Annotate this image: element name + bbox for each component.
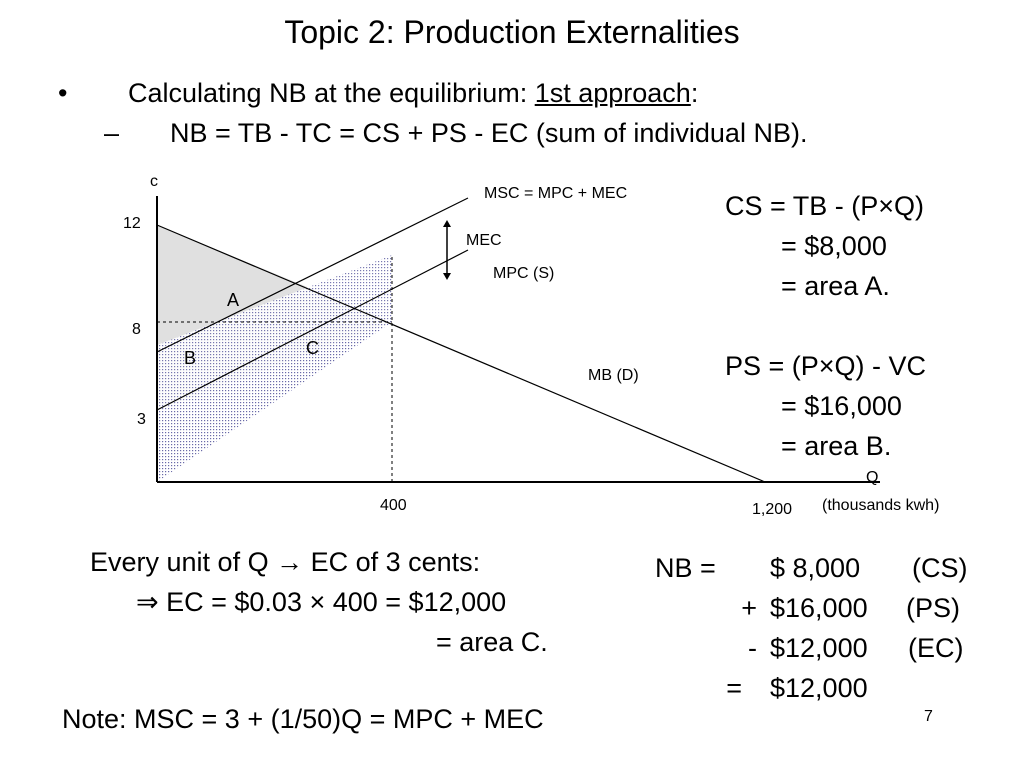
bullet-symbol: • — [58, 78, 68, 108]
mb-label: MB (D) — [588, 367, 639, 384]
mec-arrow-bottom — [443, 273, 451, 280]
x-axis-unit: (thousands kwh) — [822, 497, 939, 514]
area-a-label: A — [227, 290, 239, 310]
msc-label: MSC = MPC + MEC — [484, 185, 627, 202]
nb-row-3-amount: $12,000 — [770, 633, 868, 663]
bullet-2: – NB = TB - TC = CS + PS - EC (sum of ind… — [104, 118, 807, 149]
area-b-label: B — [184, 348, 196, 368]
y-tick-12: 12 — [123, 215, 141, 232]
y-tick-8: 8 — [132, 321, 141, 338]
nb-label: NB = — [655, 553, 716, 583]
nb-row-2-amount: $16,000 — [770, 593, 868, 623]
dash-symbol: – — [104, 118, 120, 148]
bullet-1-text: Calculating NB at the equilibrium: — [128, 78, 535, 108]
cs-line-1: CS = TB - (P×Q) — [725, 191, 925, 221]
msc-line — [156, 197, 469, 353]
bullet-1-underlined: 1st approach — [534, 78, 691, 108]
cs-line-3: = area A. — [781, 271, 890, 301]
ec-line-3: = area C. — [436, 627, 548, 657]
mb-demand-line — [156, 224, 766, 483]
x-tick-1200: 1,200 — [752, 501, 792, 518]
y-tick-3: 3 — [137, 411, 146, 428]
note-text: Note: MSC = 3 + (1/50)Q = MPC + MEC — [62, 704, 544, 734]
nb-row-4-op: = — [726, 673, 742, 703]
mec-arrow-top — [443, 220, 451, 227]
ec-line-1: Every unit of Q → EC of 3 cents: — [90, 547, 481, 577]
x-tick-400: 400 — [380, 497, 407, 514]
ec-line-2: ⇒ EC = $0.03 × 400 = $12,000 — [136, 587, 507, 617]
bullet-2-text: NB = TB - TC = CS + PS - EC (sum of indi… — [170, 118, 808, 148]
nb-row-1-tag: (CS) — [912, 553, 968, 583]
nb-row-1-amount: $ 8,000 — [770, 553, 861, 583]
mec-label: MEC — [466, 232, 502, 249]
nb-row-3-op: - — [748, 633, 757, 663]
ps-line-2: = $16,000 — [781, 391, 902, 421]
y-axis-label: c — [150, 173, 158, 190]
slide-title: Topic 2: Production Externalities — [284, 14, 740, 50]
ps-line-1: PS = (P×Q) - VC — [725, 351, 927, 381]
mpc-label: MPC (S) — [493, 265, 554, 282]
bullet-1: • Calculating NB at the equilibrium: 1st … — [58, 78, 698, 109]
ps-line-3: = area B. — [781, 431, 892, 461]
area-c-ec-lower — [157, 322, 392, 482]
nb-row-4-amount: $12,000 — [770, 673, 868, 703]
cs-block: CS = TB - (P×Q) = $8,000 = area A. — [725, 186, 924, 306]
nb-row-2-tag: (PS) — [906, 593, 960, 623]
area-c-ec — [157, 255, 392, 482]
page-number: 7 — [924, 708, 933, 725]
x-axis-label: Q — [866, 469, 878, 486]
mpc-supply-line — [156, 249, 469, 411]
nb-row-3-tag: (EC) — [908, 633, 964, 663]
cs-line-2: = $8,000 — [781, 231, 887, 261]
nb-row-2-op: + — [741, 593, 757, 623]
bullet-1-colon: : — [690, 78, 699, 108]
ps-block: PS = (P×Q) - VC = $16,000 = area B. — [725, 346, 926, 466]
area-c-label: C — [306, 338, 319, 358]
